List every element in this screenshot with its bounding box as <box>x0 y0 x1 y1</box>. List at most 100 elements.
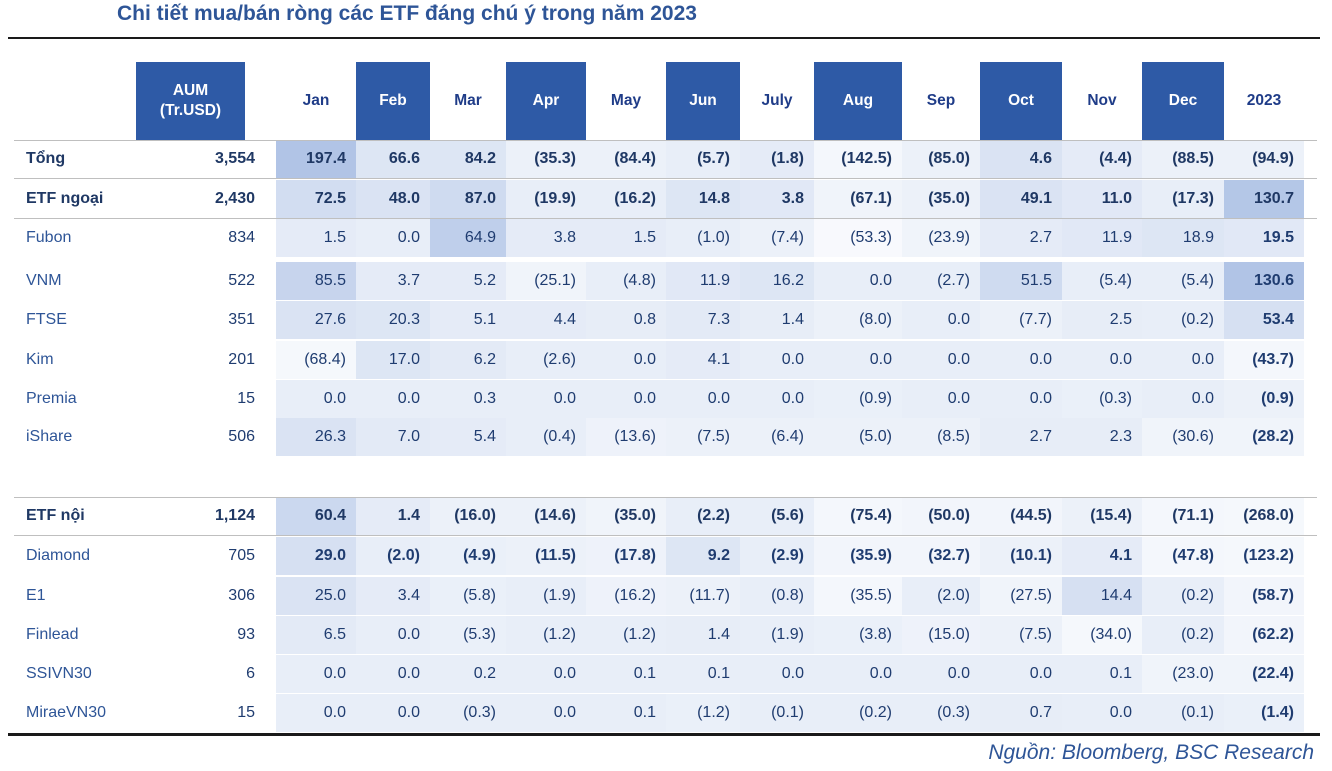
value-cell: (5.4) <box>1062 262 1142 300</box>
value-cell: 16.2 <box>740 262 814 300</box>
value-cell: 5.4 <box>430 418 506 456</box>
row-label: ETF ngoại <box>26 190 104 207</box>
value-cell: (5.3) <box>430 616 506 654</box>
table-row: SSIVN30 6 0.0 0.0 0.2 0.0 0.1 0.1 0.0 0.0 0.0 0.0 0.… <box>14 655 1317 693</box>
value-cell: (28.2) <box>1224 418 1304 456</box>
value-cell: 0.0 <box>980 380 1062 418</box>
value-cell: 0.0 <box>814 341 902 379</box>
value-cell: (50.0) <box>902 497 980 535</box>
value-cell: (2.2) <box>666 497 740 535</box>
value-cell: 53.4 <box>1224 301 1304 339</box>
row-label: Finlead <box>26 626 79 643</box>
value-cell: 0.0 <box>902 341 980 379</box>
row-label: MiraeVN30 <box>26 704 107 721</box>
value-cell: (11.5) <box>506 537 586 575</box>
value-cell: (16.2) <box>586 577 666 615</box>
value-cell: 0.0 <box>586 380 666 418</box>
value-cell: (85.0) <box>902 140 980 178</box>
aum-cell: 705 <box>228 547 255 564</box>
value-cell: 25.0 <box>276 577 356 615</box>
value-cell: 0.0 <box>980 655 1062 693</box>
value-cell: (30.6) <box>1142 418 1224 456</box>
value-cell: 0.1 <box>666 655 740 693</box>
value-cell: (19.9) <box>506 180 586 218</box>
value-cell: (0.1) <box>1142 694 1224 732</box>
value-cell: (5.0) <box>814 418 902 456</box>
table-row: Kim 201 (68.4) 17.0 6.2 (2.6) 0.0 4.1 0.0 0.0 0.0 0… <box>14 341 1317 379</box>
value-cell: (4.8) <box>586 262 666 300</box>
value-cell: 3.7 <box>356 262 430 300</box>
value-cell: (1.8) <box>740 140 814 178</box>
value-cell: (35.0) <box>586 497 666 535</box>
table-row: Finlead 93 6.5 0.0 (5.3) (1.2) (1.2) 1.4 (1.9) (3… <box>14 616 1317 654</box>
value-cell: 3.4 <box>356 577 430 615</box>
value-cell: (17.8) <box>586 537 666 575</box>
value-cell: 0.0 <box>506 694 586 732</box>
value-cell: 4.4 <box>506 301 586 339</box>
value-cell: (5.7) <box>666 140 740 178</box>
value-cell: 7.3 <box>666 301 740 339</box>
value-cell: 6.2 <box>430 341 506 379</box>
value-cell: 60.4 <box>276 497 356 535</box>
value-cell: (15.4) <box>1062 497 1142 535</box>
column-header: Nov <box>1087 92 1117 109</box>
value-cell: 0.0 <box>506 380 586 418</box>
row-label: ETF nội <box>26 507 85 524</box>
value-cell: (142.5) <box>814 140 902 178</box>
value-cell: 0.0 <box>980 341 1062 379</box>
value-cell: 2.7 <box>980 219 1062 257</box>
row-label: VNM <box>26 272 62 289</box>
value-cell: 2.7 <box>980 418 1062 456</box>
table-row: Tổng 3,554 197.4 66.6 84.2 (35.3) (84.4) (5.7)(… <box>14 140 1317 178</box>
table-row: ETF nội 1,124 60.4 1.4 (16.0) (14.6) (35.0) (2.… <box>14 497 1317 535</box>
aum-cell: 201 <box>228 351 255 368</box>
row-label: Premia <box>26 390 77 407</box>
value-cell: (0.3) <box>1062 380 1142 418</box>
value-cell: (1.9) <box>506 577 586 615</box>
column-header: Feb <box>356 62 430 140</box>
value-cell: (0.4) <box>506 418 586 456</box>
value-cell: 14.4 <box>1062 577 1142 615</box>
value-cell: (0.8) <box>740 577 814 615</box>
value-cell: (35.0) <box>902 180 980 218</box>
table-row: MiraeVN30 15 0.0 0.0 (0.3) 0.0 0.1 (1.2) (0.1) (0… <box>14 694 1317 732</box>
table-row: iShare 506 26.3 7.0 5.4 (0.4) (13.6) (7.5) (6.4)… <box>14 418 1317 456</box>
row-divider <box>14 497 1317 498</box>
table-row: Diamond 705 29.0 (2.0) (4.9) (11.5) (17.8) 9.2(… <box>14 537 1317 575</box>
value-cell: 14.8 <box>666 180 740 218</box>
value-cell: 0.2 <box>430 655 506 693</box>
value-cell: (0.2) <box>1142 616 1224 654</box>
value-cell: (53.3) <box>814 219 902 257</box>
value-cell: 0.7 <box>980 694 1062 732</box>
value-cell: (34.0) <box>1062 616 1142 654</box>
bottom-rule <box>8 733 1320 736</box>
value-cell: 130.6 <box>1224 262 1304 300</box>
value-cell: 9.2 <box>666 537 740 575</box>
row-divider <box>14 140 1317 141</box>
value-cell: 1.4 <box>740 301 814 339</box>
aum-cell: 15 <box>237 704 255 721</box>
value-cell: 0.0 <box>586 341 666 379</box>
value-cell: 0.0 <box>814 655 902 693</box>
value-cell: (0.9) <box>1224 380 1304 418</box>
value-cell: 66.6 <box>356 140 430 178</box>
row-label: E1 <box>26 587 46 604</box>
value-cell: (8.5) <box>902 418 980 456</box>
value-cell: (4.4) <box>1062 140 1142 178</box>
value-cell: 17.0 <box>356 341 430 379</box>
value-cell: (84.4) <box>586 140 666 178</box>
value-cell: 11.0 <box>1062 180 1142 218</box>
value-cell: 0.0 <box>814 262 902 300</box>
value-cell: 0.0 <box>356 655 430 693</box>
value-cell: 18.9 <box>1142 219 1224 257</box>
value-cell: 0.0 <box>666 380 740 418</box>
value-cell: (0.2) <box>814 694 902 732</box>
value-cell: 0.0 <box>902 655 980 693</box>
value-cell: 51.5 <box>980 262 1062 300</box>
value-cell: (2.9) <box>740 537 814 575</box>
source-note: Nguồn: Bloomberg, BSC Research <box>988 741 1314 764</box>
column-header: Jan <box>302 92 330 109</box>
aum-cell: 93 <box>237 626 255 643</box>
value-cell: 1.5 <box>276 219 356 257</box>
table-row: Fubon 834 1.5 0.0 64.9 3.8 1.5 (1.0) (7.4) (53.3)… <box>14 219 1317 257</box>
